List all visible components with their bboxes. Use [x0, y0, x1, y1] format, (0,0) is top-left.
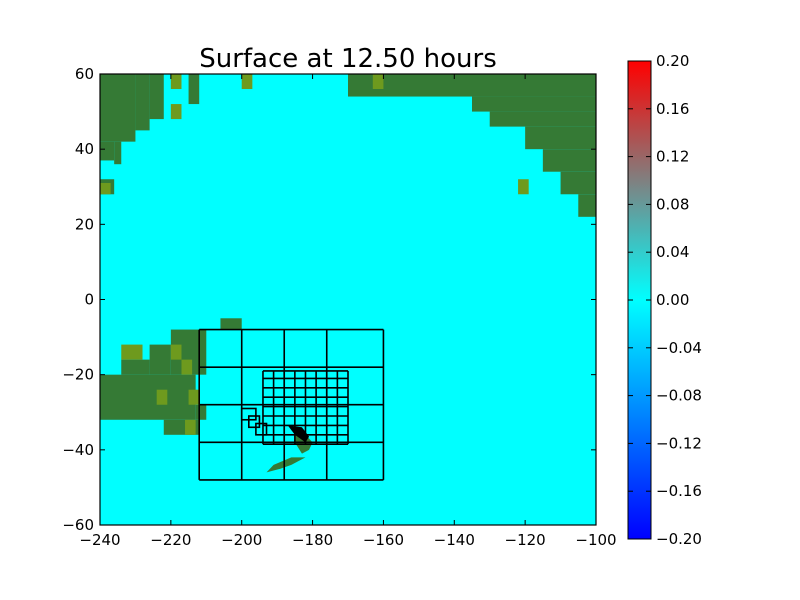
y-tick-label: −60 [62, 516, 94, 534]
y-tick-label: −20 [62, 366, 94, 384]
colorbar-tick-label: −0.04 [656, 339, 702, 357]
colorbar-tick-label: 0.20 [656, 52, 689, 70]
land-cell-light [170, 74, 182, 90]
land-cell-light [518, 179, 529, 195]
land-cell-light [185, 419, 196, 435]
grid-box-level3 [255, 422, 268, 436]
x-tick-label: −240 [79, 531, 120, 549]
colorbar-tick-label: 0.00 [656, 291, 689, 309]
land-cell [121, 359, 150, 375]
colorbar-tick-label: −0.20 [656, 530, 702, 548]
colorbar-ticks: 0.20 0.16 0.12 0.08 0.04 0.00 −0.04 −0.08 −0.12 −… [628, 52, 702, 548]
x-tick-label: −180 [292, 531, 333, 549]
land-layer [100, 74, 596, 473]
x-tick-label: −140 [434, 531, 475, 549]
land-cell [542, 149, 596, 172]
land-cell [195, 404, 207, 420]
land-cell [220, 318, 242, 330]
land-cell-light [170, 344, 182, 360]
land-cell [100, 141, 115, 161]
y-tick-label: 40 [75, 140, 94, 158]
y-tick-label: 20 [75, 215, 94, 233]
x-tick-label: −100 [575, 531, 616, 549]
land-cell-light [121, 344, 143, 360]
x-tick-label: −120 [505, 531, 546, 549]
land-cell-light [181, 359, 193, 375]
ocean-background [100, 74, 596, 525]
colorbar: 0.20 0.16 0.12 0.08 0.04 0.00 −0.04 −0.08 −0.12 −… [627, 52, 702, 548]
land-cell-light [156, 389, 168, 405]
y-tick-label: 0 [84, 291, 94, 309]
land-cell [578, 194, 596, 217]
land-cell-light [241, 74, 253, 90]
y-axis: −60 −40 −20 0 20 40 60 [62, 65, 596, 534]
colorbar-tick-label: 0.16 [656, 100, 689, 118]
y-tick-label: 60 [75, 65, 94, 83]
x-tick-label: −220 [150, 531, 191, 549]
chart-title: Surface at 12.50 hours [199, 44, 497, 74]
island [266, 457, 306, 473]
land-cell [188, 74, 200, 105]
x-tick-label: −160 [363, 531, 404, 549]
x-axis: −240 −220 −200 −180 −160 −140 −120 −100 [79, 74, 617, 549]
land-cell [100, 374, 196, 420]
grid-box-level3 [248, 415, 261, 429]
colorbar-tick-label: −0.16 [656, 482, 702, 500]
land-cell [348, 74, 596, 97]
land-cell-light [372, 74, 384, 90]
land-cell-light [170, 104, 182, 120]
plot-area: −240 −220 −200 −180 −160 −140 −120 −100 −60−40−… [62, 65, 616, 549]
land-cell [114, 141, 122, 165]
colorbar-tick-label: 0.12 [656, 148, 689, 166]
colorbar-tick-label: −0.08 [656, 387, 702, 405]
land-cell [135, 74, 150, 131]
land-cell [472, 96, 596, 112]
land-cell-light [100, 182, 111, 195]
colorbar-tick-label: 0.04 [656, 243, 689, 261]
land-cell [560, 171, 596, 195]
fine-grid-cluster [287, 425, 310, 443]
land-cell [525, 126, 596, 150]
y-tick-label: −40 [62, 441, 94, 459]
colorbar-tick-label: 0.08 [656, 195, 689, 213]
land-cell [489, 111, 596, 127]
nested-grid-layer [198, 328, 385, 481]
colorbar-gradient [628, 61, 651, 539]
land-cell-light [188, 389, 200, 405]
land-cell [149, 344, 171, 375]
x-tick-label: −200 [221, 531, 262, 549]
land-cell [100, 74, 136, 142]
land-cell [149, 74, 164, 120]
colorbar-tick-label: −0.12 [656, 434, 702, 452]
